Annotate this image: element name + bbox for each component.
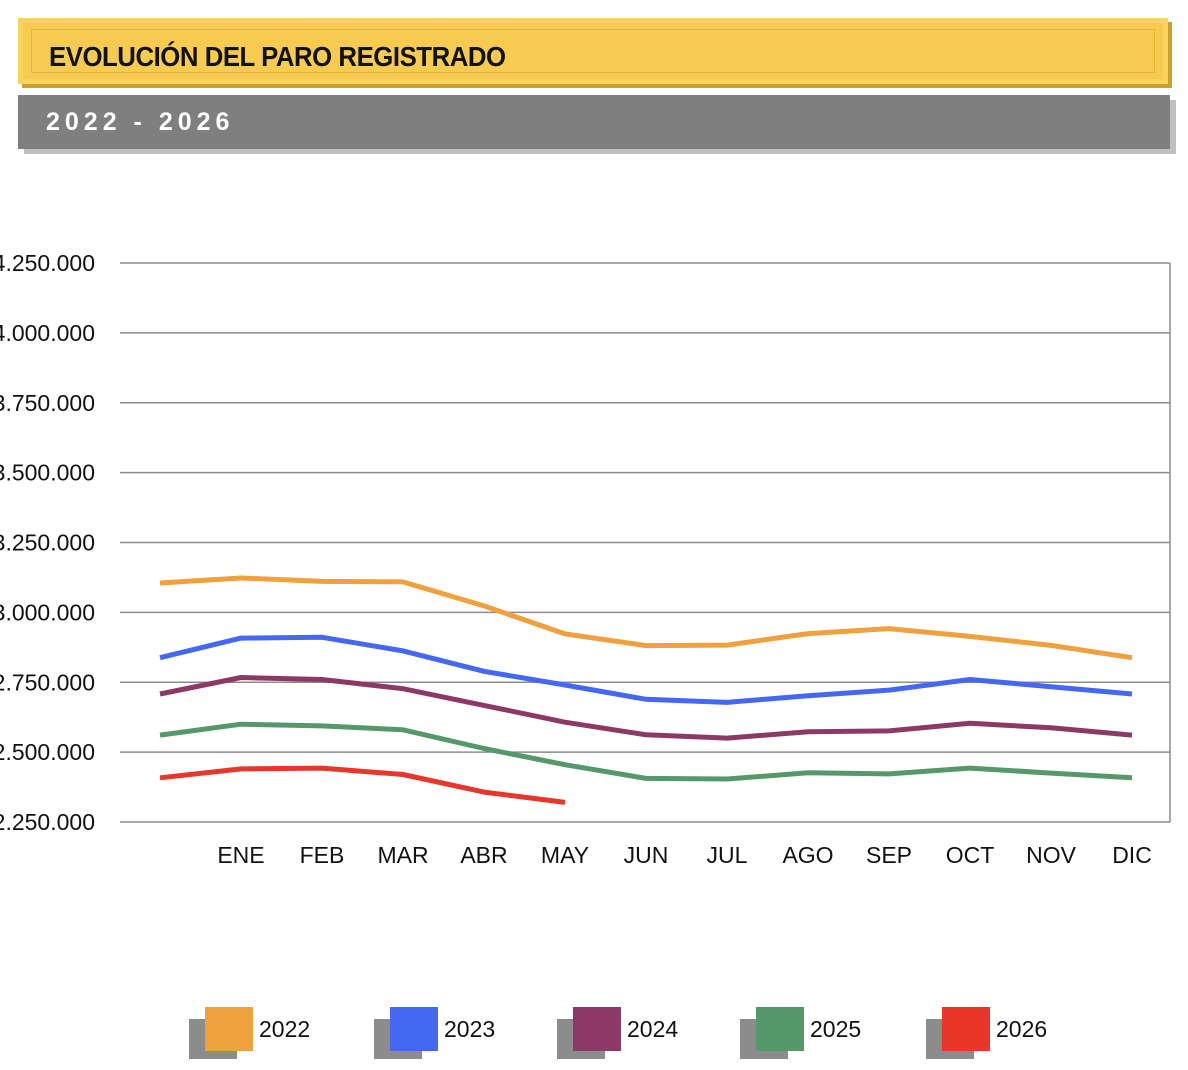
- x-axis-tick-labels: ENE FEB MAR ABR MAY JUN JUL AGO SEP OCT NOV DIC: [217, 842, 1151, 868]
- x-tick-label: MAY: [541, 842, 589, 868]
- y-axis-tick-labels: 2.250.000 2.500.000 2.750.000 3.000.000 3.25…: [0, 250, 95, 835]
- x-tick-label: JUL: [707, 842, 748, 868]
- y-tick-label: 3.750.000: [0, 390, 95, 416]
- x-tick-label: JUN: [624, 842, 669, 868]
- legend-swatch: [756, 1007, 804, 1051]
- legend-swatch: [390, 1007, 438, 1051]
- series-line-2024: [159, 675, 1133, 741]
- legend-swatch: [942, 1007, 990, 1051]
- title-banner: EVOLUCIÓN DEL PARO REGISTRADO: [18, 18, 1168, 84]
- legend-label: 2023: [444, 1016, 495, 1042]
- legend-label: 2022: [259, 1016, 310, 1042]
- chart-title: EVOLUCIÓN DEL PARO REGISTRADO: [49, 41, 506, 72]
- x-tick-label: ENE: [217, 842, 264, 868]
- y-tick-label: 2.750.000: [0, 669, 95, 695]
- title-banner-border: [31, 29, 1155, 73]
- legend-item-2025: 2025: [740, 1007, 861, 1059]
- series-line-2022: [159, 575, 1133, 661]
- y-tick-label: 2.500.000: [0, 739, 95, 765]
- legend: 2022 2023 2024 2025 2026: [189, 1007, 1047, 1059]
- legend-label: 2025: [810, 1016, 861, 1042]
- series-line-2026: [159, 765, 566, 805]
- y-tick-label: 3.250.000: [0, 530, 95, 556]
- x-tick-label: OCT: [946, 842, 995, 868]
- x-tick-label: MAR: [377, 842, 428, 868]
- y-tick-label: 3.000.000: [0, 599, 95, 625]
- x-tick-label: NOV: [1026, 842, 1077, 868]
- x-tick-label: FEB: [300, 842, 345, 868]
- x-tick-label: ABR: [460, 842, 507, 868]
- series-line-2025: [159, 721, 1133, 782]
- legend-label: 2026: [996, 1016, 1047, 1042]
- chart-subtitle: 2022 - 2026: [46, 108, 235, 136]
- y-tick-label: 4.000.000: [0, 320, 95, 346]
- gridlines: [120, 262, 1171, 823]
- series-lines: [159, 575, 1133, 805]
- legend-swatch: [573, 1007, 621, 1051]
- series-line-2023: [159, 634, 1133, 705]
- legend-item-2023: 2023: [374, 1007, 495, 1059]
- y-tick-label: 2.250.000: [0, 809, 95, 835]
- legend-item-2026: 2026: [926, 1007, 1047, 1059]
- x-tick-label: DIC: [1112, 842, 1152, 868]
- x-tick-label: AGO: [782, 842, 833, 868]
- x-tick-label: SEP: [866, 842, 912, 868]
- legend-swatch: [205, 1007, 253, 1051]
- y-tick-label: 3.500.000: [0, 460, 95, 486]
- y-tick-label: 4.250.000: [0, 250, 95, 276]
- legend-item-2022: 2022: [189, 1007, 310, 1059]
- legend-label: 2024: [627, 1016, 678, 1042]
- subtitle-banner: 2022 - 2026: [18, 95, 1170, 149]
- legend-item-2024: 2024: [557, 1007, 678, 1059]
